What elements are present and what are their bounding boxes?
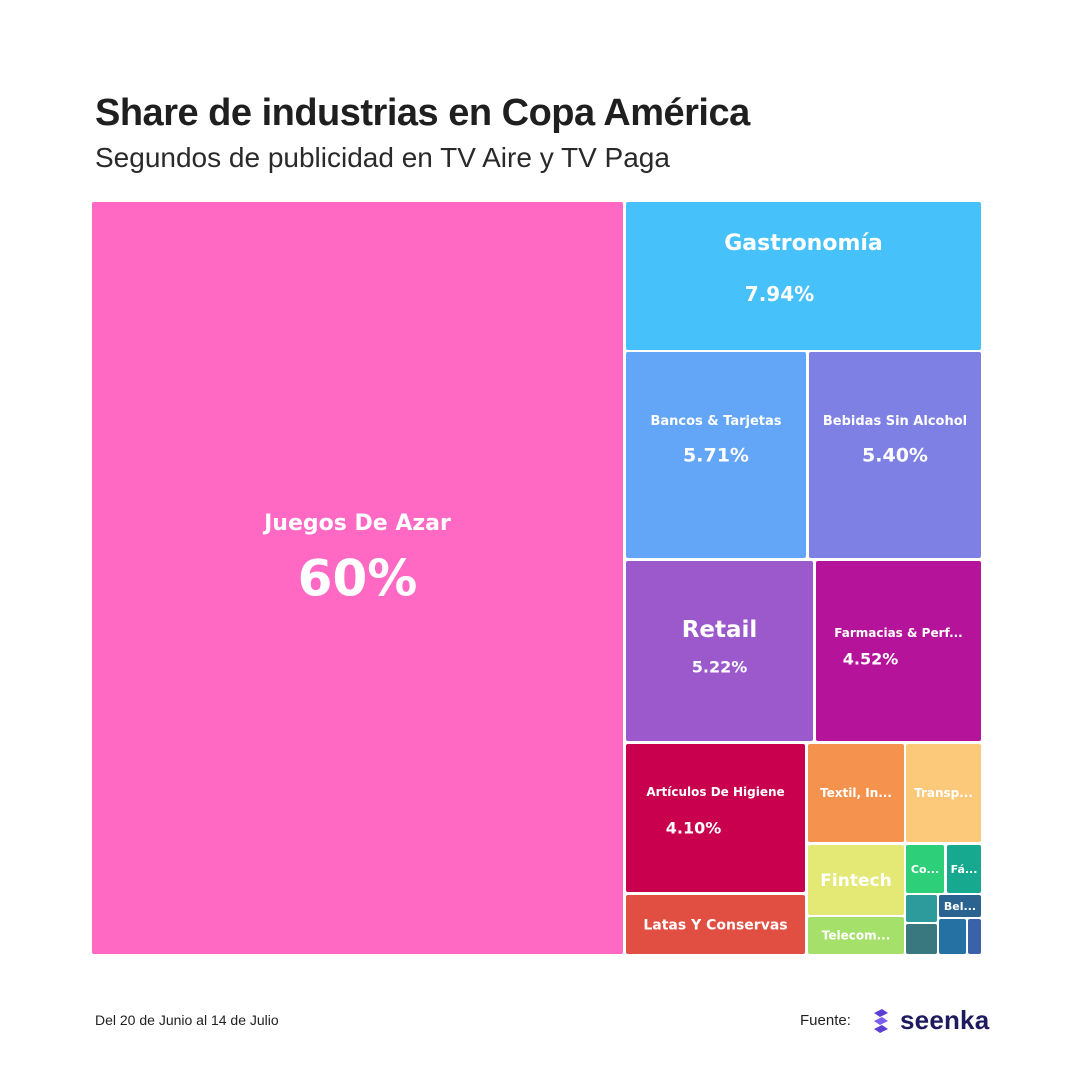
treemap-rect-small3[interactable] <box>939 919 966 954</box>
treemap-rect-higiene[interactable] <box>626 744 805 892</box>
treemap-tile-textil[interactable]: Textil, In... <box>808 744 904 842</box>
treemap-label-fa: Fá... <box>951 863 978 876</box>
treemap-rect-farmacias[interactable] <box>816 561 981 741</box>
treemap-tile-latas[interactable]: Latas Y Conservas <box>626 895 805 954</box>
brand-logo[interactable]: seenka <box>870 1005 989 1036</box>
treemap-rect-textil[interactable] <box>808 744 904 842</box>
treemap-tile-gastronomia[interactable]: Gastronomía 7.94% <box>626 202 981 350</box>
seenka-logo-icon <box>874 1008 888 1033</box>
treemap-tile-bebidas[interactable]: Bebidas Sin Alcohol 5.40% <box>809 352 981 558</box>
treemap-rect-co[interactable] <box>906 845 944 893</box>
treemap-tile-small4[interactable] <box>968 919 981 954</box>
treemap-label-latas: Latas Y Conservas <box>643 917 787 933</box>
treemap-tile-fa[interactable]: Fá... <box>947 845 981 893</box>
treemap-label-farmacias: Farmacias & Perf... <box>834 626 963 640</box>
treemap-rect-bel[interactable] <box>939 895 981 917</box>
treemap-label-co: Co... <box>911 863 939 876</box>
treemap-label-juegos: Juegos De Azar <box>262 511 451 536</box>
treemap-label-gastronomia: Gastronomía <box>724 231 883 256</box>
treemap-tile-bel[interactable]: Bel... <box>939 895 981 917</box>
treemap-tile-transporte[interactable]: Transp... <box>906 744 981 842</box>
treemap-tile-farmacias[interactable]: Farmacias & Perf... 4.52% <box>816 561 981 741</box>
treemap-rect-juegos[interactable] <box>92 202 623 954</box>
treemap-tile-juegos[interactable]: Juegos De Azar 60% <box>92 202 623 954</box>
treemap-label-retail: Retail <box>682 617 758 643</box>
treemap-rect-small2[interactable] <box>906 924 937 954</box>
treemap-label-higiene: Artículos De Higiene <box>646 785 784 799</box>
chart-subtitle: Segundos de publicidad en TV Aire y TV P… <box>95 142 670 173</box>
date-range: Del 20 de Junio al 14 de Julio <box>95 1012 279 1028</box>
treemap-label-telecom: Telecom... <box>822 929 891 943</box>
treemap-label-transporte: Transp... <box>914 786 973 800</box>
treemap-tile-small2[interactable] <box>906 924 937 954</box>
treemap-value-bebidas: 5.40% <box>862 445 928 467</box>
treemap-rect-small4[interactable] <box>968 919 981 954</box>
treemap-value-higiene: 4.10% <box>666 819 722 838</box>
treemap-rect-telecom[interactable] <box>808 917 904 954</box>
treemap-rect-bebidas[interactable] <box>809 352 981 558</box>
treemap-value-retail: 5.22% <box>692 658 748 677</box>
treemap-rect-bancos[interactable] <box>626 352 806 558</box>
treemap-tile-small1[interactable] <box>906 895 937 922</box>
treemap-value-juegos: 60% <box>298 550 418 608</box>
treemap-label-bebidas: Bebidas Sin Alcohol <box>823 414 967 429</box>
treemap-tile-small3[interactable] <box>939 919 966 954</box>
treemap-tile-co[interactable]: Co... <box>906 845 944 893</box>
brand-name: seenka <box>900 1005 990 1035</box>
treemap-rect-fa[interactable] <box>947 845 981 893</box>
treemap-rect-latas[interactable] <box>626 895 805 954</box>
treemap-label-bel: Bel... <box>944 900 976 913</box>
treemap-tile-bancos[interactable]: Bancos & Tarjetas 5.71% <box>626 352 806 558</box>
treemap-rect-fintech[interactable] <box>808 845 904 915</box>
treemap-value-bancos: 5.71% <box>683 445 749 467</box>
treemap-rect-transporte[interactable] <box>906 744 981 842</box>
source-label: Fuente: <box>800 1012 851 1029</box>
treemap-rect-small1[interactable] <box>906 895 937 922</box>
treemap-tile-higiene[interactable]: Artículos De Higiene 4.10% <box>626 744 805 892</box>
treemap-value-farmacias: 4.52% <box>843 650 899 669</box>
treemap-rect-gastronomia[interactable] <box>626 202 981 350</box>
treemap-tile-retail[interactable]: Retail 5.22% <box>626 561 813 741</box>
treemap-tile-fintech[interactable]: Fintech <box>808 845 904 915</box>
treemap-value-gastronomia: 7.94% <box>745 282 814 306</box>
treemap-label-bancos: Bancos & Tarjetas <box>650 414 781 429</box>
treemap-tile-telecom[interactable]: Telecom... <box>808 917 904 954</box>
treemap-label-textil: Textil, In... <box>820 786 892 800</box>
chart-title: Share de industrias en Copa América <box>95 92 750 134</box>
treemap-rect-retail[interactable] <box>626 561 813 741</box>
treemap-label-fintech: Fintech <box>820 871 891 891</box>
